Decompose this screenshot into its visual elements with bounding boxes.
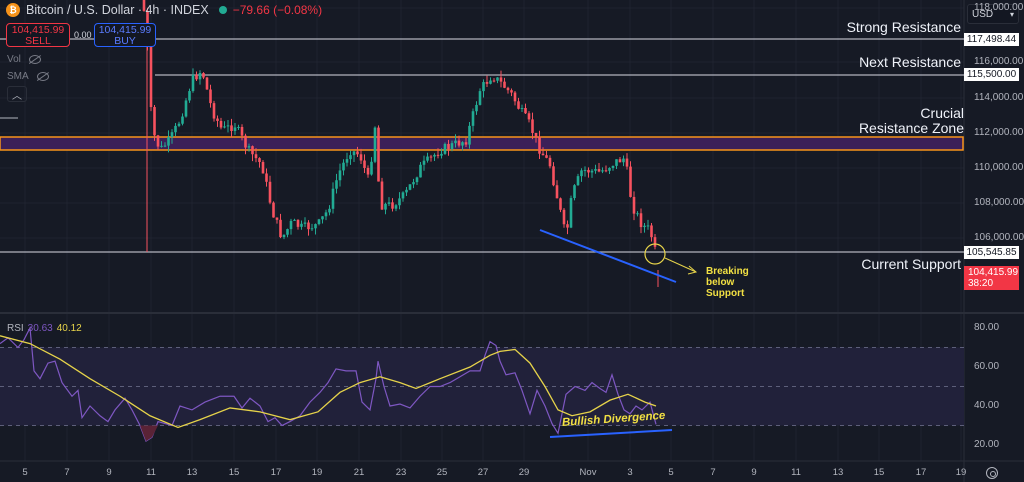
spread-value: 0.00 (74, 30, 92, 40)
buy-price: 104,415.99 (98, 24, 152, 36)
rsi-legend[interactable]: RSI 30.63 40.12 (7, 323, 82, 334)
price-change: −79.66 (−0.08%) (232, 3, 323, 17)
rsi-axis-label: 60.00 (974, 361, 1000, 372)
rsi-axis-label: 80.00 (974, 322, 1000, 333)
chevron-down-icon: ▾ (1009, 9, 1014, 19)
time-axis-label: 15 (228, 467, 240, 478)
collapse-indicators-button[interactable]: ︿ (7, 86, 27, 102)
time-axis-label: 19 (955, 467, 967, 478)
support-price-tag: 105,545.85 (964, 246, 1019, 259)
crucial-zone-label: Crucial Resistance Zone (859, 106, 964, 136)
next-resistance-price-tag: 115,500.00 (964, 68, 1019, 81)
time-axis-label: Nov (579, 467, 597, 478)
hidden-eye-icon[interactable] (28, 55, 41, 64)
time-axis-label: 17 (915, 467, 927, 478)
volume-label: Vol (7, 54, 21, 65)
time-axis-label: 9 (106, 467, 112, 478)
time-axis-label: 9 (751, 467, 757, 478)
bitcoin-icon: ₿ (6, 3, 20, 17)
time-axis-label: 25 (436, 467, 448, 478)
symbol-header: ₿ Bitcoin / U.S. Dollar · 4h · INDEX −79… (6, 3, 322, 17)
settings-gear-icon[interactable] (986, 467, 998, 479)
time-axis-label: 15 (873, 467, 885, 478)
time-axis-label: 11 (791, 467, 801, 478)
strong-resistance-label: Strong Resistance (846, 19, 961, 35)
current-support-label: Current Support (861, 256, 961, 272)
buy-button[interactable]: 104,415.99 BUY (94, 23, 156, 47)
volume-indicator-row[interactable]: Vol (7, 54, 41, 65)
time-axis-label: 13 (186, 467, 198, 478)
symbol-title[interactable]: Bitcoin / U.S. Dollar · 4h · INDEX (26, 3, 209, 17)
rsi-axis-label: 20.00 (974, 439, 1000, 450)
time-axis-label: 29 (518, 467, 530, 478)
time-axis-label: 5 (668, 467, 674, 478)
time-axis-label: 7 (64, 467, 70, 478)
price-axis-label: 106,000.00 (974, 232, 1024, 243)
price-axis-label: 116,000.00 (974, 56, 1024, 67)
time-axis-label: 23 (395, 467, 407, 478)
sma-indicator-row[interactable]: SMA (7, 71, 49, 82)
rsi-label: RSI (7, 323, 24, 334)
rsi-ma-value: 40.12 (56, 323, 82, 334)
currency-value: USD (972, 8, 994, 20)
price-axis-label: 110,000.00 (974, 162, 1024, 173)
price-axis-label: 114,000.00 (974, 92, 1024, 103)
time-axis-label: 3 (627, 467, 633, 478)
price-axis-label: 108,000.00 (974, 197, 1024, 208)
rsi-axis-label: 40.00 (974, 400, 1000, 411)
hidden-eye-icon[interactable] (36, 72, 49, 81)
time-axis-label: 5 (22, 467, 28, 478)
last-price-tag: 104,415.99 38:20 (964, 266, 1019, 290)
time-axis-label: 11 (146, 467, 156, 478)
crucial-zone-line2: Resistance Zone (858, 120, 964, 136)
time-axis-label: 27 (477, 467, 489, 478)
sell-button[interactable]: 104,415.99 SELL (6, 23, 70, 47)
breaking-support-annotation: Breaking below Support (706, 266, 749, 299)
strong-resistance-price-tag: 117,498.44 (964, 33, 1019, 46)
time-axis-label: 7 (710, 467, 716, 478)
breaking-line2: below (706, 277, 735, 288)
sell-label: SELL (25, 35, 51, 47)
time-axis-label: 17 (270, 467, 282, 478)
currency-select[interactable]: USD ▾ (967, 4, 1019, 24)
chevron-up-icon: ︿ (12, 90, 22, 102)
price-axis-label: 118,000.00 (974, 2, 1024, 13)
time-axis-label: 19 (311, 467, 323, 478)
buy-label: BUY (114, 35, 136, 47)
sma-label: SMA (7, 71, 29, 82)
time-axis-label: 13 (832, 467, 844, 478)
next-resistance-label: Next Resistance (859, 54, 961, 70)
breaking-line1: Breaking (706, 266, 749, 277)
crucial-zone-line1: Crucial (920, 105, 964, 121)
sell-price: 104,415.99 (11, 24, 65, 36)
rsi-value: 30.63 (27, 323, 53, 334)
price-axis-label: 112,000.00 (974, 127, 1024, 138)
breaking-line3: Support (706, 288, 745, 299)
last-price: 104,415.99 (968, 267, 1019, 278)
market-status-icon (218, 6, 227, 14)
time-axis-label: 21 (353, 467, 365, 478)
bar-countdown: 38:20 (968, 278, 994, 289)
